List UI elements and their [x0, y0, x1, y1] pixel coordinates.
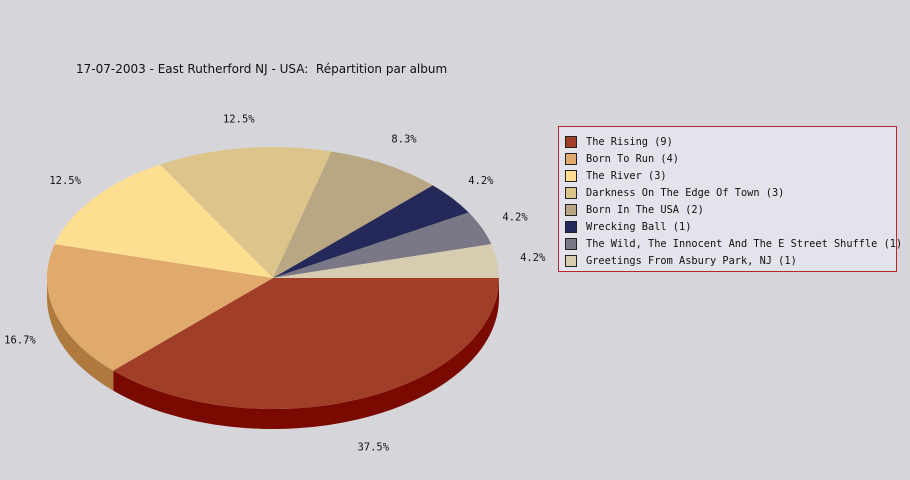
legend-swatch — [565, 135, 577, 148]
slice-2-percent-label: 16.7% — [4, 335, 36, 347]
legend-swatch — [565, 203, 577, 216]
slice-1-side — [113, 278, 499, 430]
slice-1 — [113, 278, 499, 410]
legend-item-7: The Wild, The Innocent And The E Street … — [565, 235, 902, 252]
legend-item-3: The River (3) — [565, 167, 896, 184]
legend-item-4: Darkness On The Edge Of Town (3) — [565, 184, 896, 201]
legend-item-8: Greetings From Asbury Park, NJ (1) — [565, 252, 896, 269]
legend-label: Greetings From Asbury Park, NJ (1) — [586, 254, 797, 267]
legend-label: The Rising (9) — [586, 135, 673, 148]
legend-item-1: The Rising (9) — [565, 133, 896, 150]
slice-4-percent-label: 12.5% — [223, 113, 255, 125]
slice-5-percent-label: 8.3% — [391, 134, 417, 146]
chart-legend: The Rising (9) Born To Run (4) The River (… — [558, 126, 902, 272]
chart-title: 17-07-2003 - East Rutherford NJ - USA: R… — [76, 62, 448, 76]
legend-swatch — [565, 254, 577, 267]
legend-item-5: Born In The USA (2) — [565, 201, 896, 218]
legend-swatch — [565, 152, 577, 165]
slice-6-percent-label: 4.2% — [468, 175, 494, 187]
slice-3 — [54, 164, 274, 278]
legend-item-6: Wrecking Ball (1) — [565, 218, 896, 235]
legend-swatch — [565, 237, 577, 250]
legend-label: The River (3) — [586, 169, 667, 182]
slice-6 — [273, 185, 469, 278]
slice-4 — [160, 146, 332, 278]
slice-8 — [273, 244, 499, 278]
legend-swatch — [565, 186, 577, 199]
legend-label: Born To Run (4) — [586, 152, 679, 165]
legend-swatch — [565, 169, 577, 182]
legend-label: Darkness On The Edge Of Town (3) — [586, 186, 785, 199]
slice-8-percent-label: 4.2% — [520, 252, 546, 264]
slice-2-side — [46, 278, 114, 391]
slice-7 — [273, 212, 492, 278]
slice-3-percent-label: 12.5% — [49, 175, 81, 187]
slice-5 — [273, 151, 433, 278]
legend-label: Wrecking Ball (1) — [586, 220, 692, 233]
legend-label: Born In The USA (2) — [586, 203, 704, 216]
legend-item-2: Born To Run (4) — [565, 150, 896, 167]
slice-2 — [46, 244, 273, 371]
slice-1-percent-label: 37.5% — [357, 442, 389, 454]
legend-swatch — [565, 220, 577, 233]
slice-7-percent-label: 4.2% — [502, 211, 528, 223]
legend-label: The Wild, The Innocent And The E Street … — [586, 237, 903, 250]
